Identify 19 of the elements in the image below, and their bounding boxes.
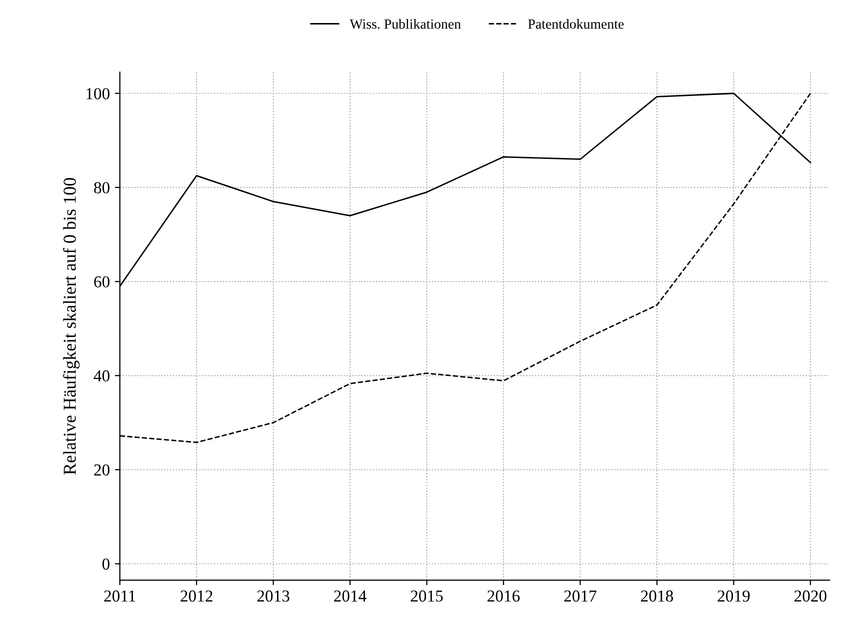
y-axis-title: Relative Häufigkeit skaliert auf 0 bis 100 bbox=[62, 178, 80, 475]
y-tick-label: 60 bbox=[94, 276, 110, 288]
y-tick-label: 40 bbox=[94, 370, 110, 382]
y-tick-label: 80 bbox=[94, 182, 110, 194]
y-tick-label: 20 bbox=[94, 464, 110, 476]
x-tick-label: 2012 bbox=[180, 590, 212, 602]
x-tick-label: 2018 bbox=[641, 590, 673, 602]
y-tick-label: 100 bbox=[86, 88, 110, 100]
legend-label: Wiss. Publikationen bbox=[350, 18, 461, 29]
x-tick-label: 2016 bbox=[488, 590, 520, 602]
x-tick-label: 2014 bbox=[334, 590, 366, 602]
legend-label: Patentdokumente bbox=[528, 18, 624, 29]
y-tick-label: 0 bbox=[102, 558, 110, 570]
x-tick-label: 2017 bbox=[564, 590, 596, 602]
x-tick-label: 2015 bbox=[410, 590, 443, 602]
x-tick-label: 2011 bbox=[104, 590, 136, 602]
x-tick-label: 2013 bbox=[257, 590, 290, 602]
x-tick-label: 2019 bbox=[718, 590, 750, 602]
x-tick-label: 2020 bbox=[794, 590, 826, 602]
